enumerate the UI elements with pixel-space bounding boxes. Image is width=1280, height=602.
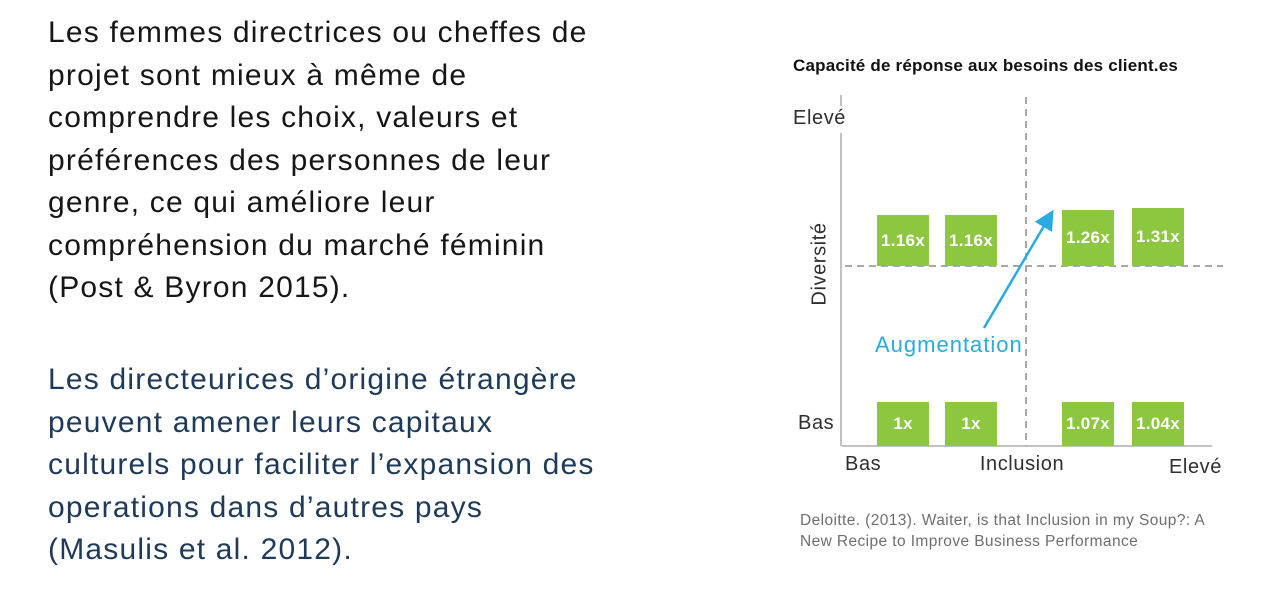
vertical-dashed-divider <box>1025 97 1027 446</box>
x-axis-right-label: Elevé <box>1168 456 1222 478</box>
augmentation-label: Augmentation <box>875 332 1023 357</box>
source-citation: Deloitte. (2013). Waiter, is that Inclus… <box>800 512 1206 550</box>
y-axis-title: Diversité <box>808 222 831 306</box>
paragraph-women-directors: Les femmes directrices ou cheffes de pro… <box>48 16 588 304</box>
x-axis-title: Inclusion <box>979 453 1065 475</box>
bar-diversite-basse-4: 1.04x <box>1132 402 1184 446</box>
bar-diversite-elevee-2: 1.16x <box>945 215 997 266</box>
chart-title: Capacité de réponse aux besoins des clie… <box>793 56 1179 75</box>
bar-diversite-basse-3: 1.07x <box>1062 402 1114 446</box>
y-axis-top-tick <box>840 95 842 106</box>
bar-diversite-elevee-4: 1.31x <box>1132 208 1184 266</box>
x-axis-left-label: Bas <box>845 453 882 475</box>
augmentation-arrow-icon <box>982 209 1054 329</box>
horizontal-dashed-divider <box>845 265 1223 267</box>
y-axis-bottom-label: Bas <box>798 412 835 434</box>
bar-diversite-elevee-1: 1.16x <box>877 215 929 266</box>
bar-diversite-basse-1: 1x <box>877 402 929 446</box>
paragraph-foreign-origin-directors: Les directeurices d’origine étrangère pe… <box>48 363 595 566</box>
bar-diversite-basse-2: 1x <box>945 402 997 446</box>
y-axis-top-label: Elevé <box>793 107 847 129</box>
x-axis-line <box>842 445 1212 447</box>
bar-diversite-elevee-3: 1.26x <box>1062 210 1114 266</box>
y-axis-line <box>840 133 842 446</box>
